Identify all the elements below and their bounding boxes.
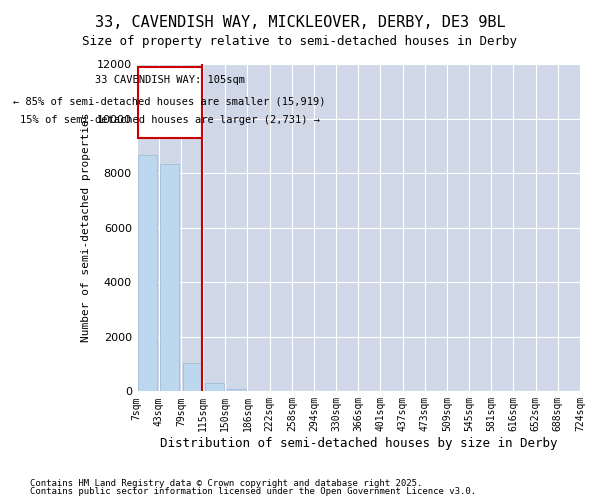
Text: Contains public sector information licensed under the Open Government Licence v3: Contains public sector information licen… xyxy=(30,487,476,496)
Bar xyxy=(249,390,268,392)
Bar xyxy=(139,156,157,392)
Bar xyxy=(182,362,202,392)
Bar xyxy=(205,382,224,392)
Text: Contains HM Land Registry data © Crown copyright and database right 2025.: Contains HM Land Registry data © Crown c… xyxy=(30,478,422,488)
Text: 15% of semi-detached houses are larger (2,731) →: 15% of semi-detached houses are larger (… xyxy=(20,115,320,125)
Text: Size of property relative to semi-detached houses in Derby: Size of property relative to semi-detach… xyxy=(83,35,517,48)
Text: 33 CAVENDISH WAY: 105sqm: 33 CAVENDISH WAY: 105sqm xyxy=(95,75,245,85)
Text: 33, CAVENDISH WAY, MICKLEOVER, DERBY, DE3 9BL: 33, CAVENDISH WAY, MICKLEOVER, DERBY, DE… xyxy=(95,15,505,30)
Bar xyxy=(160,164,179,392)
Y-axis label: Number of semi-detached properties: Number of semi-detached properties xyxy=(81,113,91,342)
X-axis label: Distribution of semi-detached houses by size in Derby: Distribution of semi-detached houses by … xyxy=(160,437,557,450)
Text: ← 85% of semi-detached houses are smaller (15,919): ← 85% of semi-detached houses are smalle… xyxy=(13,96,326,106)
FancyBboxPatch shape xyxy=(138,66,202,138)
Bar xyxy=(227,389,246,392)
